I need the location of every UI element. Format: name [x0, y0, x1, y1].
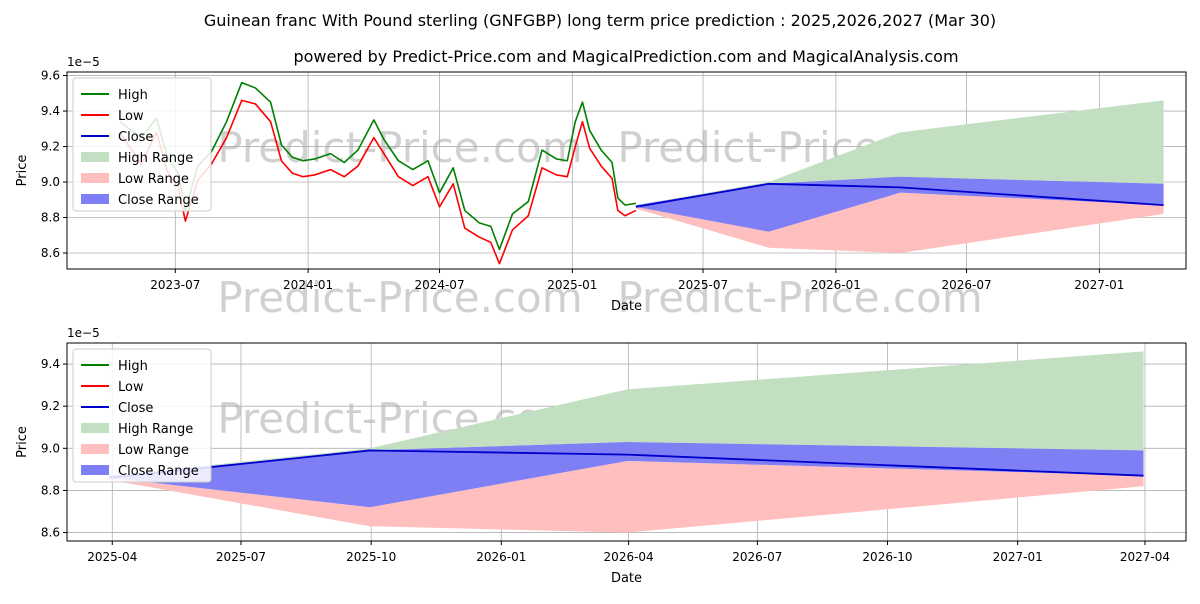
legend-label: Close	[118, 401, 153, 416]
legend-label: Close	[118, 130, 153, 145]
x-axis-label: Date	[611, 571, 642, 586]
close-range-band	[109, 442, 1144, 508]
watermark-text: Predict-Price.com	[617, 273, 982, 322]
legend: High Low Close High Range Low Range Close Ran…	[72, 77, 212, 212]
x-tick-label: 2027-01	[1074, 278, 1124, 292]
y-axis-label: Price	[15, 426, 30, 458]
legend-label: High Range	[118, 151, 193, 166]
legend: High Low Close High Range Low Range Close Ran…	[72, 348, 212, 483]
legend-label: Low	[118, 109, 144, 124]
close-forecast-line	[635, 182, 1164, 208]
x-tick-label: 2024-01	[283, 278, 333, 292]
legend-swatch-patch	[81, 194, 109, 204]
x-tick-label: 2026-01	[811, 278, 861, 292]
legend-label: Low Range	[118, 172, 189, 187]
low-range-band	[635, 192, 1164, 254]
legend-label: High Range	[118, 422, 193, 437]
legend-swatch-patch	[81, 173, 109, 183]
x-tick-label: 2027-01	[993, 550, 1043, 564]
x-tick-label: 2025-01	[547, 278, 597, 292]
legend-label: Low Range	[118, 443, 189, 458]
y-tick-label: 9.4	[41, 357, 60, 371]
x-tick-label: 2027-04	[1120, 550, 1170, 564]
x-tick-label: 2026-07	[941, 278, 991, 292]
legend-swatch-patch	[81, 152, 109, 162]
y-tick-label: 8.8	[41, 483, 60, 497]
x-tick-label: 2025-10	[346, 550, 396, 564]
x-tick-label: 2026-07	[732, 550, 782, 564]
y-tick-label: 8.8	[41, 211, 60, 225]
axes-frame	[66, 342, 1187, 542]
legend-swatch-patch	[81, 423, 109, 433]
watermark-text: Predict-Price.com	[217, 123, 582, 172]
y-tick-label: 9.0	[41, 175, 60, 189]
top-panel: Predict-Price.com Predict-Price.com Predic…	[15, 55, 1187, 322]
y-scale-label: 1e−5	[67, 55, 100, 69]
y-scale-label: 1e−5	[67, 326, 100, 340]
x-tick-label: 2025-07	[678, 278, 728, 292]
y-tick-label: 8.6	[41, 246, 60, 260]
y-tick-label: 9.0	[41, 441, 60, 455]
data-layer	[109, 351, 1144, 533]
bottom-panel: Predict-Price.comPredict-Price.com2025-0…	[15, 326, 1187, 586]
y-tick-label: 9.2	[41, 140, 60, 154]
close-forecast-line	[109, 449, 1144, 479]
chart-title: Guinean franc With Pound sterling (GNFGB…	[204, 11, 996, 30]
axes-frame	[66, 71, 1187, 270]
legend-label: High	[118, 359, 148, 374]
x-axis-label: Date	[611, 299, 642, 314]
x-tick-label: 2026-10	[862, 550, 912, 564]
high-range-band	[109, 351, 1144, 478]
legend-swatch-patch	[81, 444, 109, 454]
x-tick-label: 2026-01	[476, 550, 526, 564]
legend-label: Low	[118, 380, 144, 395]
x-tick-label: 2023-07	[150, 278, 200, 292]
y-tick-label: 9.2	[41, 399, 60, 413]
watermark-text: Predict-Price.com	[217, 273, 582, 322]
legend-label: Close Range	[118, 464, 199, 479]
data-layer	[119, 81, 1164, 265]
y-tick-label: 9.4	[41, 104, 60, 118]
legend-label: Close Range	[118, 193, 199, 208]
x-tick-label: 2024-07	[414, 278, 464, 292]
x-tick-label: 2026-04	[604, 550, 654, 564]
x-tick-label: 2025-07	[216, 550, 266, 564]
legend-swatch-patch	[81, 465, 109, 475]
x-tick-label: 2025-04	[87, 550, 137, 564]
high-range-band	[635, 100, 1164, 207]
y-axis-label: Price	[15, 155, 30, 187]
chart-subtitle: powered by Predict-Price.com and Magical…	[293, 47, 958, 66]
close-range-band	[635, 176, 1164, 232]
low-range-band	[109, 460, 1144, 533]
y-tick-label: 9.6	[41, 69, 60, 83]
legend-label: High	[118, 88, 148, 103]
y-tick-label: 8.6	[41, 526, 60, 540]
